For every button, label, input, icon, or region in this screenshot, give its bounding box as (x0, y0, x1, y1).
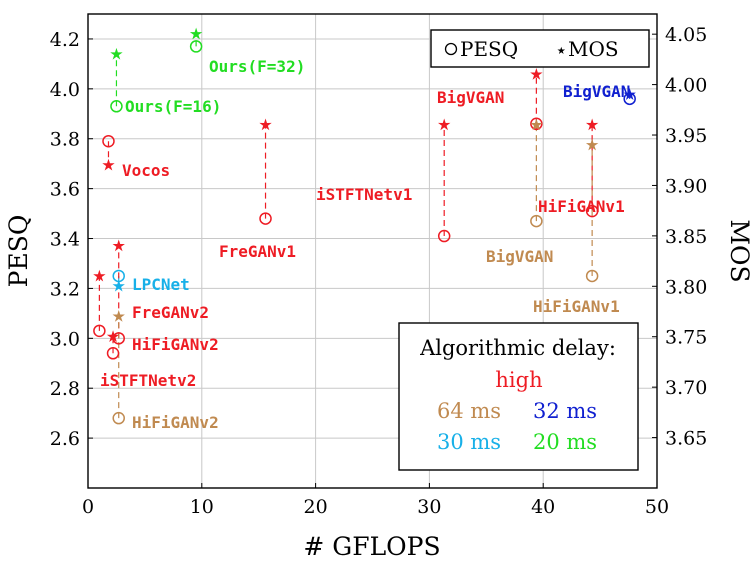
label-hifiganv1-64: HiFiGANv1 (533, 297, 620, 316)
y-tick-label-right: 3.75 (665, 327, 707, 349)
pesq-point (189, 40, 203, 53)
y-tick-label-right: 3.95 (665, 125, 707, 147)
label-lpcnet: LPCNet (132, 275, 190, 294)
y-tick-label-left: 3.2 (50, 278, 80, 300)
y-tick-label-left: 3.4 (50, 229, 80, 251)
label-istftnetv1: iSTFTNetv1 (316, 185, 412, 204)
label-freganv2: FreGANv2 (132, 303, 209, 322)
label-hifiganv1-high: HiFiGANv1 (538, 197, 625, 216)
mos-point (259, 118, 272, 131)
pesq-point (110, 100, 123, 113)
mos-point (93, 269, 106, 282)
y-axis-label-left: PESQ (4, 215, 33, 288)
y-tick-label-left: 3.6 (50, 179, 80, 201)
mos-point (112, 239, 125, 252)
mos-point (585, 138, 599, 151)
x-tick-label: 20 (304, 496, 328, 518)
symbol-legend: PESQ ⋆ MOS (430, 29, 650, 68)
pesq-point (112, 411, 125, 425)
label-freganv1: FreGANv1 (219, 242, 296, 261)
pesq-point (530, 117, 543, 131)
pesq-point (585, 204, 599, 218)
delay-32ms: 32 ms (533, 399, 597, 423)
y-tick-label-left: 3.8 (50, 129, 80, 151)
y-tick-label-right: 3.80 (665, 276, 707, 298)
y-tick-label-right: 4.00 (665, 75, 707, 97)
mos-point (438, 118, 451, 131)
mos-point (623, 88, 636, 100)
y-tick-label-left: 2.6 (50, 428, 80, 450)
label-ours-f32: Ours(F=32) (209, 57, 305, 76)
label-vocos: Vocos (122, 161, 170, 180)
label-istftnetv2: iSTFTNetv2 (100, 371, 196, 390)
mos-point (112, 310, 125, 322)
y-tick-label-right: 4.05 (665, 24, 707, 46)
y-tick-label-left: 4.0 (50, 79, 80, 101)
delay-20ms: 20 ms (533, 430, 597, 454)
mos-point (110, 47, 123, 60)
delay-legend-title: Algorithmic delay: (419, 336, 616, 360)
delay-64ms: 64 ms (437, 399, 501, 423)
mos-point (189, 27, 203, 40)
label-bigvgan-64: BigVGAN (486, 247, 553, 266)
mos-point (102, 158, 115, 171)
legend-star-icon: ⋆ (555, 38, 568, 62)
y-tick-label-left: 3.0 (50, 328, 80, 350)
label-ours-f16: Ours(F=16) (125, 97, 221, 116)
mos-point (585, 118, 599, 131)
label-hifiganv2-high: HiFiGANv2 (132, 335, 219, 354)
label-bigvgan-32: BigVGAN (563, 82, 630, 101)
legend-mos-label: MOS (568, 37, 619, 61)
mos-point (530, 68, 543, 80)
pesq-point (259, 212, 272, 225)
pesq-point (585, 269, 599, 283)
label-hifiganv2-64: HiFiGANv2 (132, 413, 219, 432)
pesq-point (93, 324, 106, 338)
y-tick-label-left: 4.2 (50, 29, 80, 51)
mos-point (530, 118, 543, 131)
delay-high: high (495, 368, 542, 392)
pesq-point (106, 347, 120, 360)
y-tick-label-right: 3.85 (665, 226, 707, 248)
pesq-point (102, 134, 115, 148)
x-tick-label: 10 (190, 496, 214, 518)
legend-pesq-label: PESQ (460, 37, 518, 61)
y-tick-label-right: 3.70 (665, 377, 707, 399)
axis-ticks: 0 10 20 30 40 50 2.6 2.8 3.0 3.2 3.4 3.6 3.8 4.0 4.2 3.… (50, 24, 708, 518)
pesq-point (437, 229, 451, 243)
delay-30ms: 30 ms (437, 430, 501, 454)
data-marks (93, 27, 636, 425)
delay-legend-box (398, 322, 639, 471)
pesq-point (530, 214, 543, 228)
y-tick-label-left: 2.8 (50, 378, 80, 400)
mos-point (106, 330, 120, 342)
x-tick-label: 30 (417, 496, 441, 518)
label-bigvgan-high: BigVGAN (437, 88, 504, 107)
x-tick-label: 50 (645, 496, 669, 518)
x-tick-label: 0 (82, 496, 94, 518)
y-axis-label-right: MOS (725, 219, 754, 282)
x-tick-label: 40 (531, 496, 555, 518)
symbol-legend-box (430, 29, 650, 68)
legend-circle-icon (444, 42, 458, 56)
y-tick-label-right: 3.90 (665, 175, 707, 197)
x-axis-label: # GFLOPS (303, 532, 440, 561)
point-labels: Ours(F=32) Ours(F=16) Vocos FreGANv1 iST… (100, 57, 630, 432)
delay-legend: Algorithmic delay: high 64 ms 32 ms 30 m… (398, 322, 639, 471)
mos-point (112, 279, 125, 292)
y-tick-label-right: 3.65 (665, 428, 707, 450)
plot-frame (87, 13, 658, 489)
